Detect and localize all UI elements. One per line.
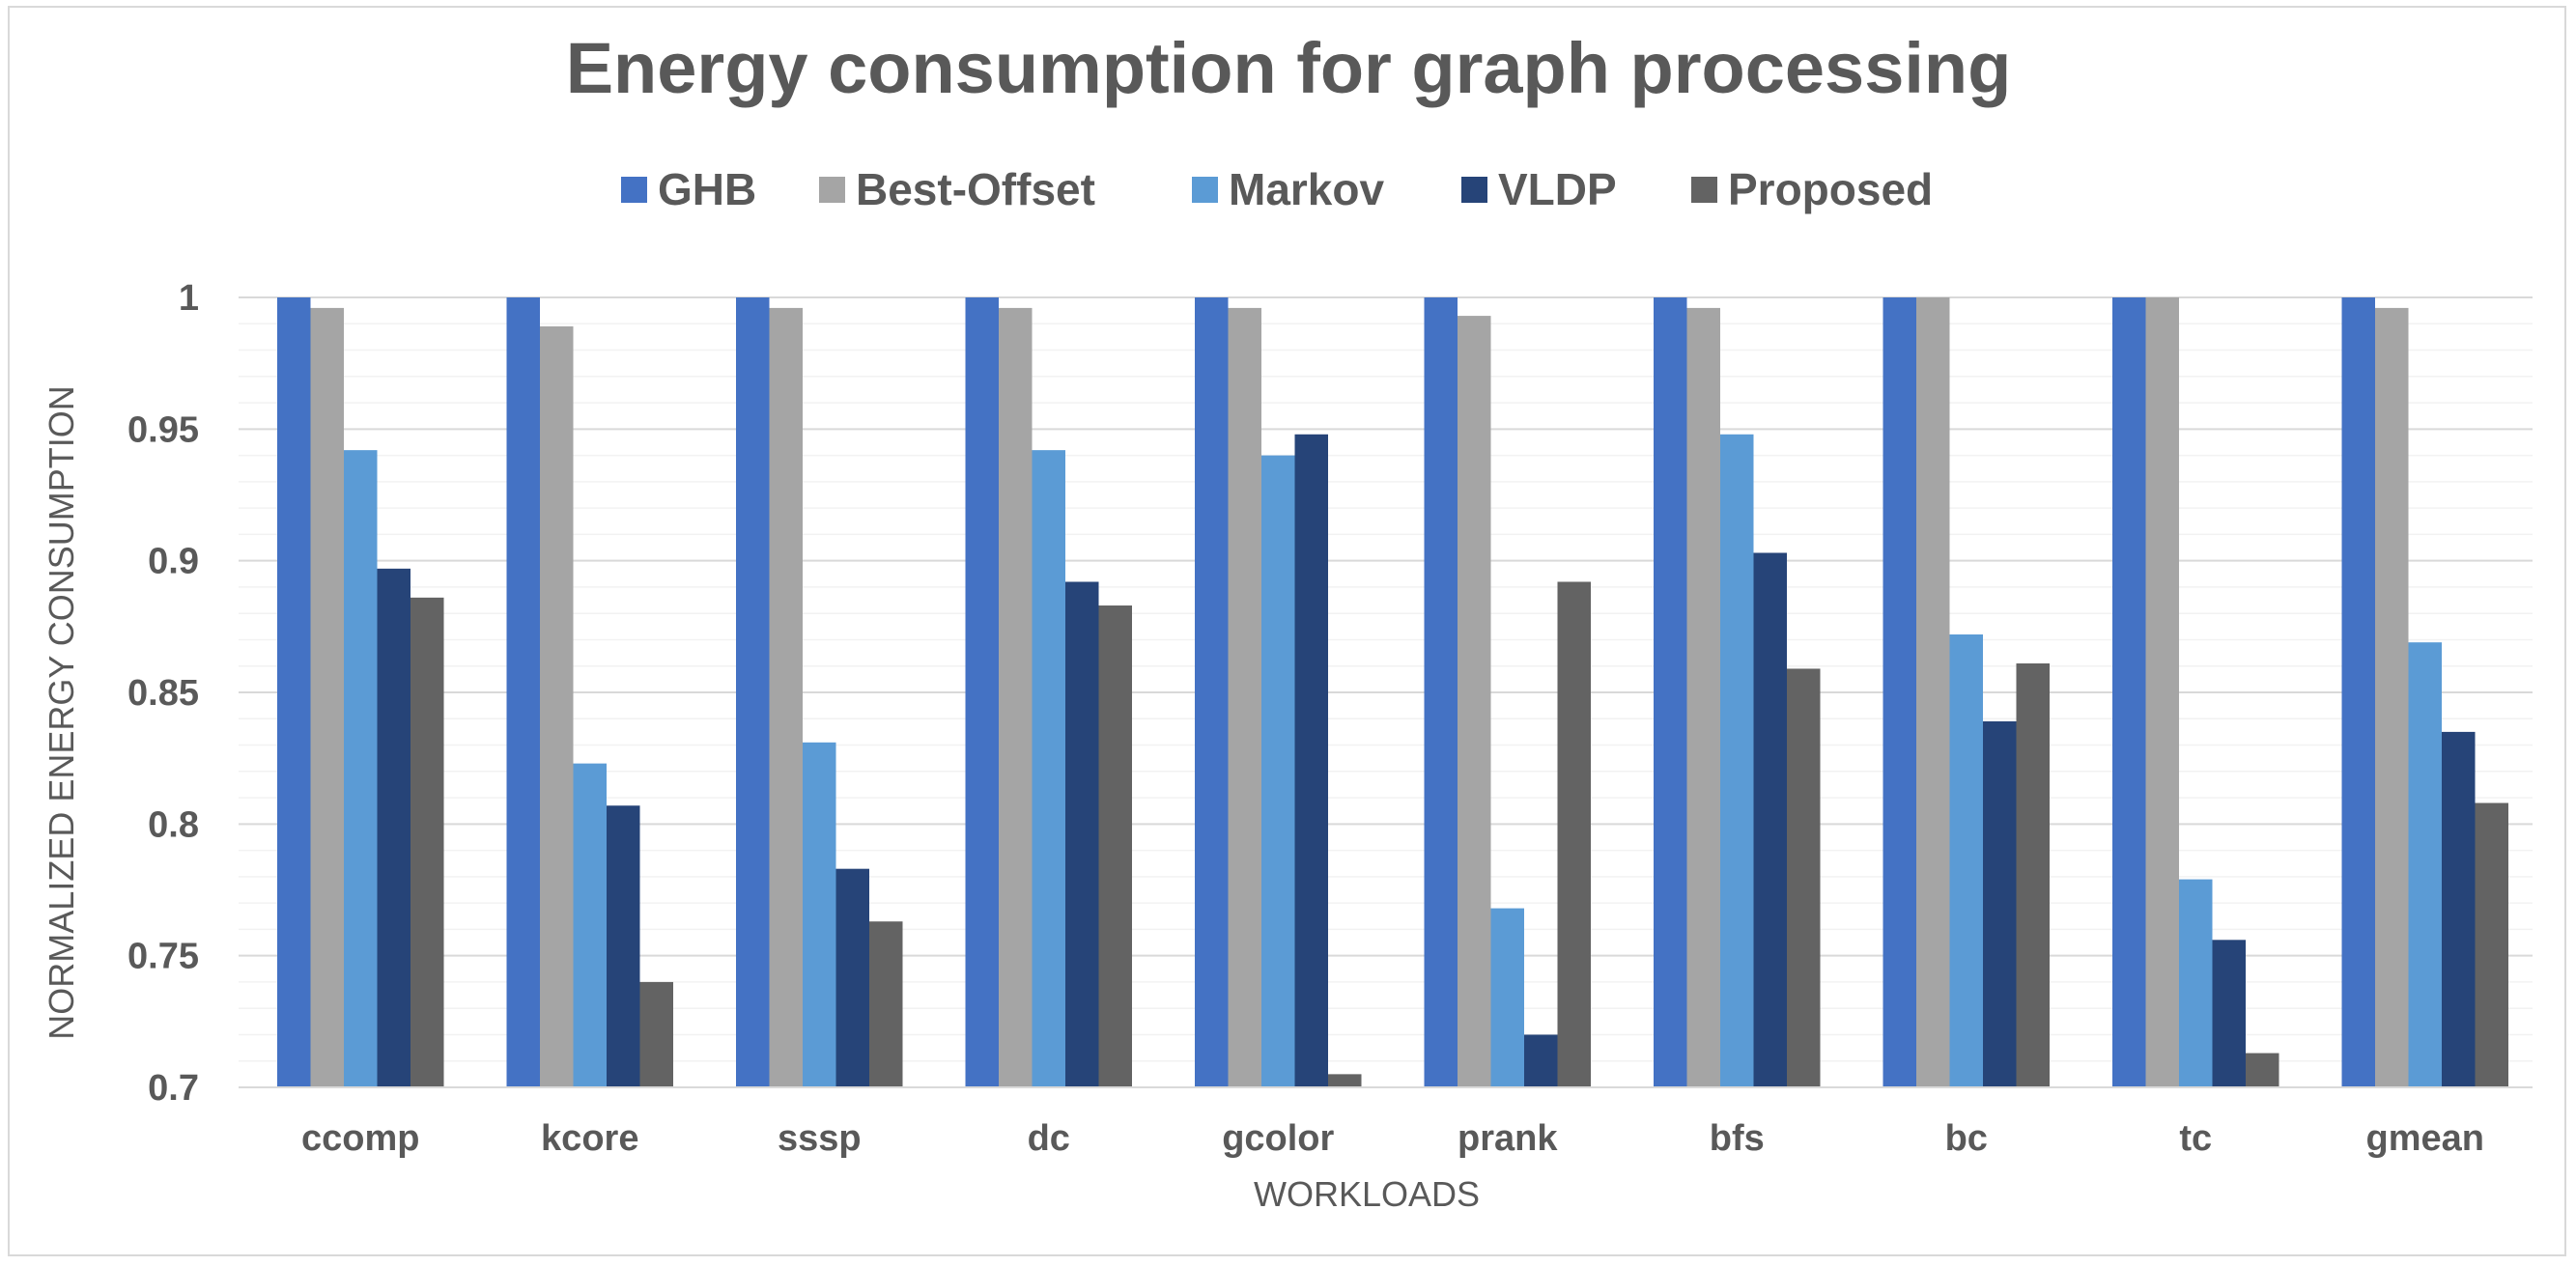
x-category-label: ccomp (301, 1118, 419, 1159)
bar-best-offset-prank (1458, 316, 1491, 1087)
bar-vldp-prank (1524, 1034, 1558, 1087)
bar-ghb-tc (2112, 297, 2146, 1087)
x-category-label: bfs (1710, 1118, 1765, 1159)
bar-markov-kcore (573, 763, 607, 1087)
legend-label: VLDP (1498, 164, 1617, 214)
bar-best-offset-gmean (2375, 307, 2409, 1087)
bar-best-offset-gcolor (1228, 307, 1261, 1087)
bar-best-offset-kcore (540, 325, 574, 1087)
bar-ghb-prank (1424, 297, 1458, 1087)
bar-proposed-bc (2016, 663, 2050, 1087)
chart-title: Energy consumption for graph processing (566, 28, 2012, 108)
x-category-label: kcore (541, 1118, 638, 1159)
chart-frame: Energy consumption for graph processing … (8, 6, 2566, 1256)
bar-vldp-kcore (607, 805, 640, 1087)
y-tick-label: 1 (179, 278, 199, 319)
bar-best-offset-sssp (769, 307, 803, 1087)
bar-vldp-tc (2212, 940, 2246, 1087)
bars (239, 297, 2533, 1088)
legend-swatch (621, 177, 647, 203)
legend-swatch (1691, 177, 1717, 203)
bar-proposed-dc (1098, 605, 1132, 1087)
bar-best-offset-bc (1916, 297, 1950, 1087)
bar-proposed-prank (1557, 581, 1591, 1087)
bar-best-offset-dc (999, 307, 1033, 1087)
bar-ghb-dc (965, 297, 999, 1087)
bar-ghb-sssp (736, 297, 770, 1087)
bar-vldp-dc (1065, 581, 1099, 1087)
bar-vldp-bfs (1753, 552, 1787, 1087)
y-tick-label: 0.8 (148, 804, 199, 845)
legend-swatch (1192, 177, 1218, 203)
bar-ghb-bc (1882, 297, 1916, 1087)
legend: GHB Best-Offset Markov VLDP Proposed (621, 164, 1933, 214)
x-category-label: tc (2179, 1118, 2212, 1159)
x-axis-title: WORKLOADS (1254, 1174, 1480, 1214)
bar-ghb-bfs (1654, 297, 1687, 1087)
y-tick-label: 0.7 (148, 1068, 199, 1109)
bar-ghb-kcore (506, 297, 540, 1087)
bar-markov-gmean (2408, 642, 2442, 1087)
legend-swatch (819, 177, 845, 203)
bar-markov-dc (1032, 450, 1065, 1087)
bar-proposed-sssp (869, 921, 903, 1087)
x-category-label: bc (1945, 1118, 1988, 1159)
legend-label: Best-Offset (856, 164, 1095, 214)
y-tick-label: 0.95 (127, 409, 199, 450)
legend-label: Markov (1229, 164, 1384, 214)
y-axis-title: NORMALIZED ENERGY CONSUMPTION (42, 385, 81, 1039)
bar-best-offset-bfs (1686, 307, 1720, 1087)
chart-svg: Energy consumption for graph processing … (42, 28, 2533, 1214)
x-category-label: dc (1028, 1118, 1070, 1159)
bar-markov-sssp (803, 742, 836, 1087)
bar-proposed-kcore (639, 981, 673, 1087)
x-category-label: prank (1458, 1118, 1558, 1159)
bar-proposed-gcolor (1328, 1074, 1362, 1087)
y-tick-label: 0.85 (127, 673, 199, 714)
bar-proposed-ccomp (410, 597, 444, 1087)
bar-proposed-tc (2246, 1053, 2279, 1087)
bar-proposed-bfs (1787, 668, 1821, 1087)
x-category-label: gcolor (1222, 1118, 1334, 1159)
bar-markov-bfs (1720, 434, 1754, 1088)
y-tick-label: 0.9 (148, 542, 199, 582)
bar-vldp-gmean (2442, 731, 2476, 1087)
bar-markov-prank (1490, 908, 1524, 1087)
bar-vldp-ccomp (377, 568, 410, 1087)
x-category-label: sssp (778, 1118, 862, 1159)
bar-best-offset-tc (2145, 297, 2179, 1087)
bar-vldp-sssp (835, 868, 869, 1087)
bar-markov-ccomp (344, 450, 378, 1087)
x-axis-categories: ccomp kcore sssp dc gcolor prank bfs bc tc gmean (301, 1118, 2484, 1159)
bar-ghb-gmean (2341, 297, 2375, 1087)
bar-vldp-bc (1983, 720, 2017, 1087)
bar-best-offset-ccomp (310, 307, 344, 1087)
bar-ghb-gcolor (1195, 297, 1229, 1087)
bar-proposed-gmean (2475, 802, 2508, 1087)
bar-vldp-gcolor (1294, 434, 1328, 1088)
y-axis-ticks: 0.7 0.75 0.8 0.85 0.9 0.95 1 (127, 278, 199, 1109)
y-tick-label: 0.75 (127, 937, 199, 977)
bar-markov-bc (1949, 634, 1983, 1087)
bar-markov-tc (2179, 879, 2213, 1087)
legend-label: GHB (658, 164, 756, 214)
x-category-label: gmean (2366, 1118, 2484, 1159)
bar-markov-gcolor (1261, 455, 1295, 1088)
bar-ghb-ccomp (277, 297, 311, 1087)
legend-swatch (1461, 177, 1487, 203)
legend-label: Proposed (1728, 164, 1933, 214)
